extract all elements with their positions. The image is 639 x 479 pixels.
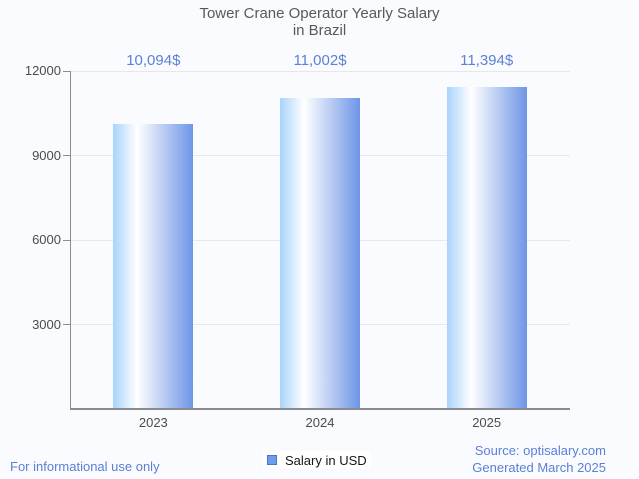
source-block: Source: optisalary.com Generated March 2… <box>472 442 606 476</box>
source-text: Source: optisalary.com <box>474 443 606 458</box>
y-axis-line <box>70 71 71 409</box>
x-axis-line <box>70 408 570 410</box>
gridline <box>71 70 570 72</box>
y-tick-label: 3000 <box>32 316 61 332</box>
value-label: 10,094$ <box>126 52 181 69</box>
x-tick-label: 2024 <box>305 415 335 430</box>
chart-title: Tower Crane Operator Yearly Salary in Br… <box>0 5 639 39</box>
y-tick <box>63 155 70 156</box>
y-tick <box>63 324 70 325</box>
value-label: 11,002$ <box>293 52 347 69</box>
chart-title-line1: Tower Crane Operator Yearly Salary <box>199 5 440 22</box>
bar-2023[interactable] <box>113 124 194 408</box>
y-tick <box>63 239 70 241</box>
legend-marker-icon <box>267 455 277 465</box>
legend-item[interactable]: Salary in USD <box>263 451 371 469</box>
disclaimer-text: For informational use only <box>10 459 160 474</box>
legend-label: Salary in USD <box>285 452 367 468</box>
y-tick <box>63 70 70 72</box>
y-tick-label: 6000 <box>32 232 61 247</box>
bar-2025[interactable] <box>446 87 527 408</box>
y-tick-label: 9000 <box>32 147 61 163</box>
value-label: 11,394$ <box>460 52 514 69</box>
x-tick-label: 2025 <box>472 415 502 430</box>
chart-title-line2: in Brazil <box>292 22 347 39</box>
y-tick-label: 12000 <box>24 63 61 78</box>
generated-text: Generated March 2025 <box>472 460 606 475</box>
bar-2024[interactable] <box>280 98 360 408</box>
x-tick-label: 2023 <box>138 415 168 430</box>
